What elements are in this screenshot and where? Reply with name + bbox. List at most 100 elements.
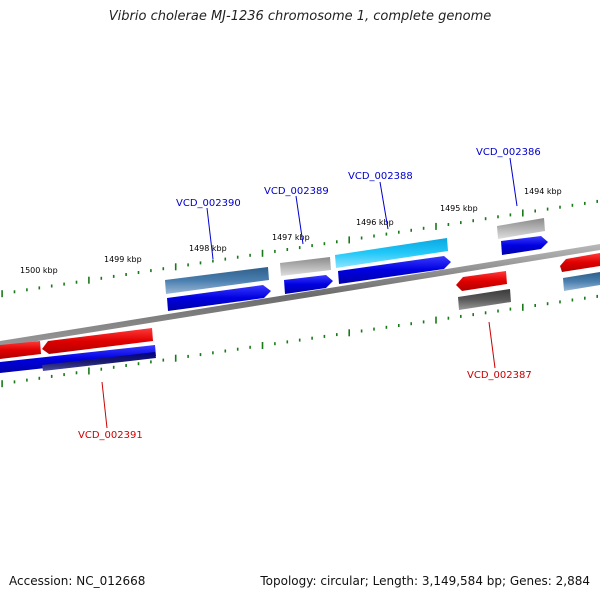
minor-tick: [162, 267, 165, 271]
minor-tick: [460, 221, 462, 225]
cds-reverse: [42, 328, 153, 354]
minor-tick: [571, 298, 574, 302]
minor-tick: [447, 316, 450, 320]
major-tick: [522, 209, 524, 217]
minor-tick: [26, 378, 28, 382]
cds-forward: [284, 275, 333, 294]
minor-tick: [50, 284, 53, 288]
left-feature-group: [0, 328, 156, 373]
minor-tick: [63, 282, 65, 286]
gene-feature-lightgrey: [497, 218, 545, 239]
minor-tick: [534, 209, 536, 213]
major-tick: [522, 303, 524, 311]
minor-tick: [38, 286, 41, 290]
minor-tick: [187, 354, 189, 358]
minor-tick: [509, 307, 512, 311]
gene-leader-line: [206, 207, 214, 260]
tick-label: 1494 kbp: [524, 187, 562, 196]
minor-tick: [584, 201, 586, 205]
cds-reverse: [0, 341, 41, 359]
gene-label-vcd-002386[interactable]: VCD_002386: [476, 147, 541, 158]
minor-tick: [286, 340, 289, 344]
cds-forward: [167, 285, 271, 311]
minor-tick: [112, 365, 115, 369]
outer-tick-ring: [1, 199, 598, 298]
minor-tick: [472, 313, 474, 317]
minor-tick: [137, 271, 140, 274]
minor-tick: [336, 333, 338, 337]
major-tick: [88, 276, 90, 284]
minor-tick: [534, 304, 536, 307]
minor-tick: [546, 302, 549, 306]
major-tick: [88, 367, 90, 375]
gene-feature-cyan: [335, 238, 448, 268]
cds-forward-navy: [42, 352, 156, 371]
cds-reverse: [456, 271, 507, 291]
topology-summary: Topology: circular; Length: 3,149,584 bp…: [260, 574, 590, 588]
major-tick: [435, 222, 437, 230]
minor-tick: [360, 236, 363, 240]
minor-tick: [360, 329, 363, 333]
major-tick: [348, 236, 350, 244]
minor-tick: [460, 314, 462, 318]
minor-tick: [38, 376, 41, 380]
minor-tick: [13, 290, 16, 294]
gene-leader-line: [488, 321, 496, 369]
minor-tick: [472, 219, 474, 223]
major-tick: [261, 342, 264, 349]
cds-forward: [501, 236, 548, 255]
minor-tick: [323, 242, 326, 246]
gene-feature-red-right: [560, 253, 600, 272]
minor-tick: [546, 207, 549, 211]
tick-label: 1497 kbp: [272, 233, 310, 242]
minor-tick: [249, 345, 251, 349]
minor-tick: [559, 300, 561, 304]
minor-tick: [249, 253, 251, 257]
gene-labels: VCD_002390 VCD_002389 VCD_002388 VCD_002…: [78, 147, 541, 441]
minor-tick: [112, 274, 115, 278]
minor-tick: [50, 374, 53, 378]
minor-tick: [385, 232, 388, 236]
minor-tick: [484, 311, 487, 315]
major-tick: [174, 263, 177, 271]
minor-tick: [137, 362, 140, 366]
gene-label-vcd-002391[interactable]: VCD_002391: [78, 430, 143, 441]
cds-forward: [0, 345, 156, 373]
minor-tick: [497, 215, 499, 219]
major-tick: [1, 290, 3, 298]
minor-tick: [274, 249, 276, 253]
minor-tick: [559, 205, 561, 209]
minor-tick: [596, 294, 598, 298]
tick-labels: 1500 kbp 1499 kbp 1498 kbp 1497 kbp 1496…: [20, 187, 562, 275]
gene-label-vcd-002388[interactable]: VCD_002388: [348, 171, 413, 182]
major-tick: [435, 316, 437, 324]
cds-forward: [338, 256, 451, 284]
chromosome-backbone: [0, 244, 600, 347]
minor-tick: [125, 273, 127, 276]
minor-tick: [63, 373, 65, 377]
minor-tick: [497, 309, 499, 313]
minor-tick: [373, 234, 375, 238]
minor-tick: [274, 342, 276, 346]
reverse-cds-track: [456, 271, 511, 310]
gene-leader-line: [509, 157, 518, 207]
map-title: Vibrio cholerae MJ-1236 chromosome 1, co…: [108, 9, 492, 24]
gene-label-vcd-002387[interactable]: VCD_002387: [467, 370, 532, 381]
gene-leader-line: [101, 381, 108, 429]
minor-tick: [398, 324, 400, 327]
minor-tick: [311, 244, 313, 248]
minor-tick: [385, 325, 388, 329]
minor-tick: [212, 259, 214, 263]
gene-label-vcd-002390[interactable]: VCD_002390: [176, 198, 241, 209]
minor-tick: [336, 240, 338, 244]
minor-tick: [162, 358, 165, 362]
minor-tick: [373, 327, 375, 331]
major-tick: [1, 380, 3, 388]
gene-label-vcd-002389[interactable]: VCD_002389: [264, 186, 329, 197]
tick-label: 1500 kbp: [20, 266, 58, 275]
tick-label: 1498 kbp: [189, 244, 227, 253]
inner-tick-ring: [1, 294, 598, 388]
tick-label: 1495 kbp: [440, 204, 478, 213]
minor-tick: [584, 296, 586, 300]
accession-text: Accession: NC_012668: [9, 574, 146, 588]
